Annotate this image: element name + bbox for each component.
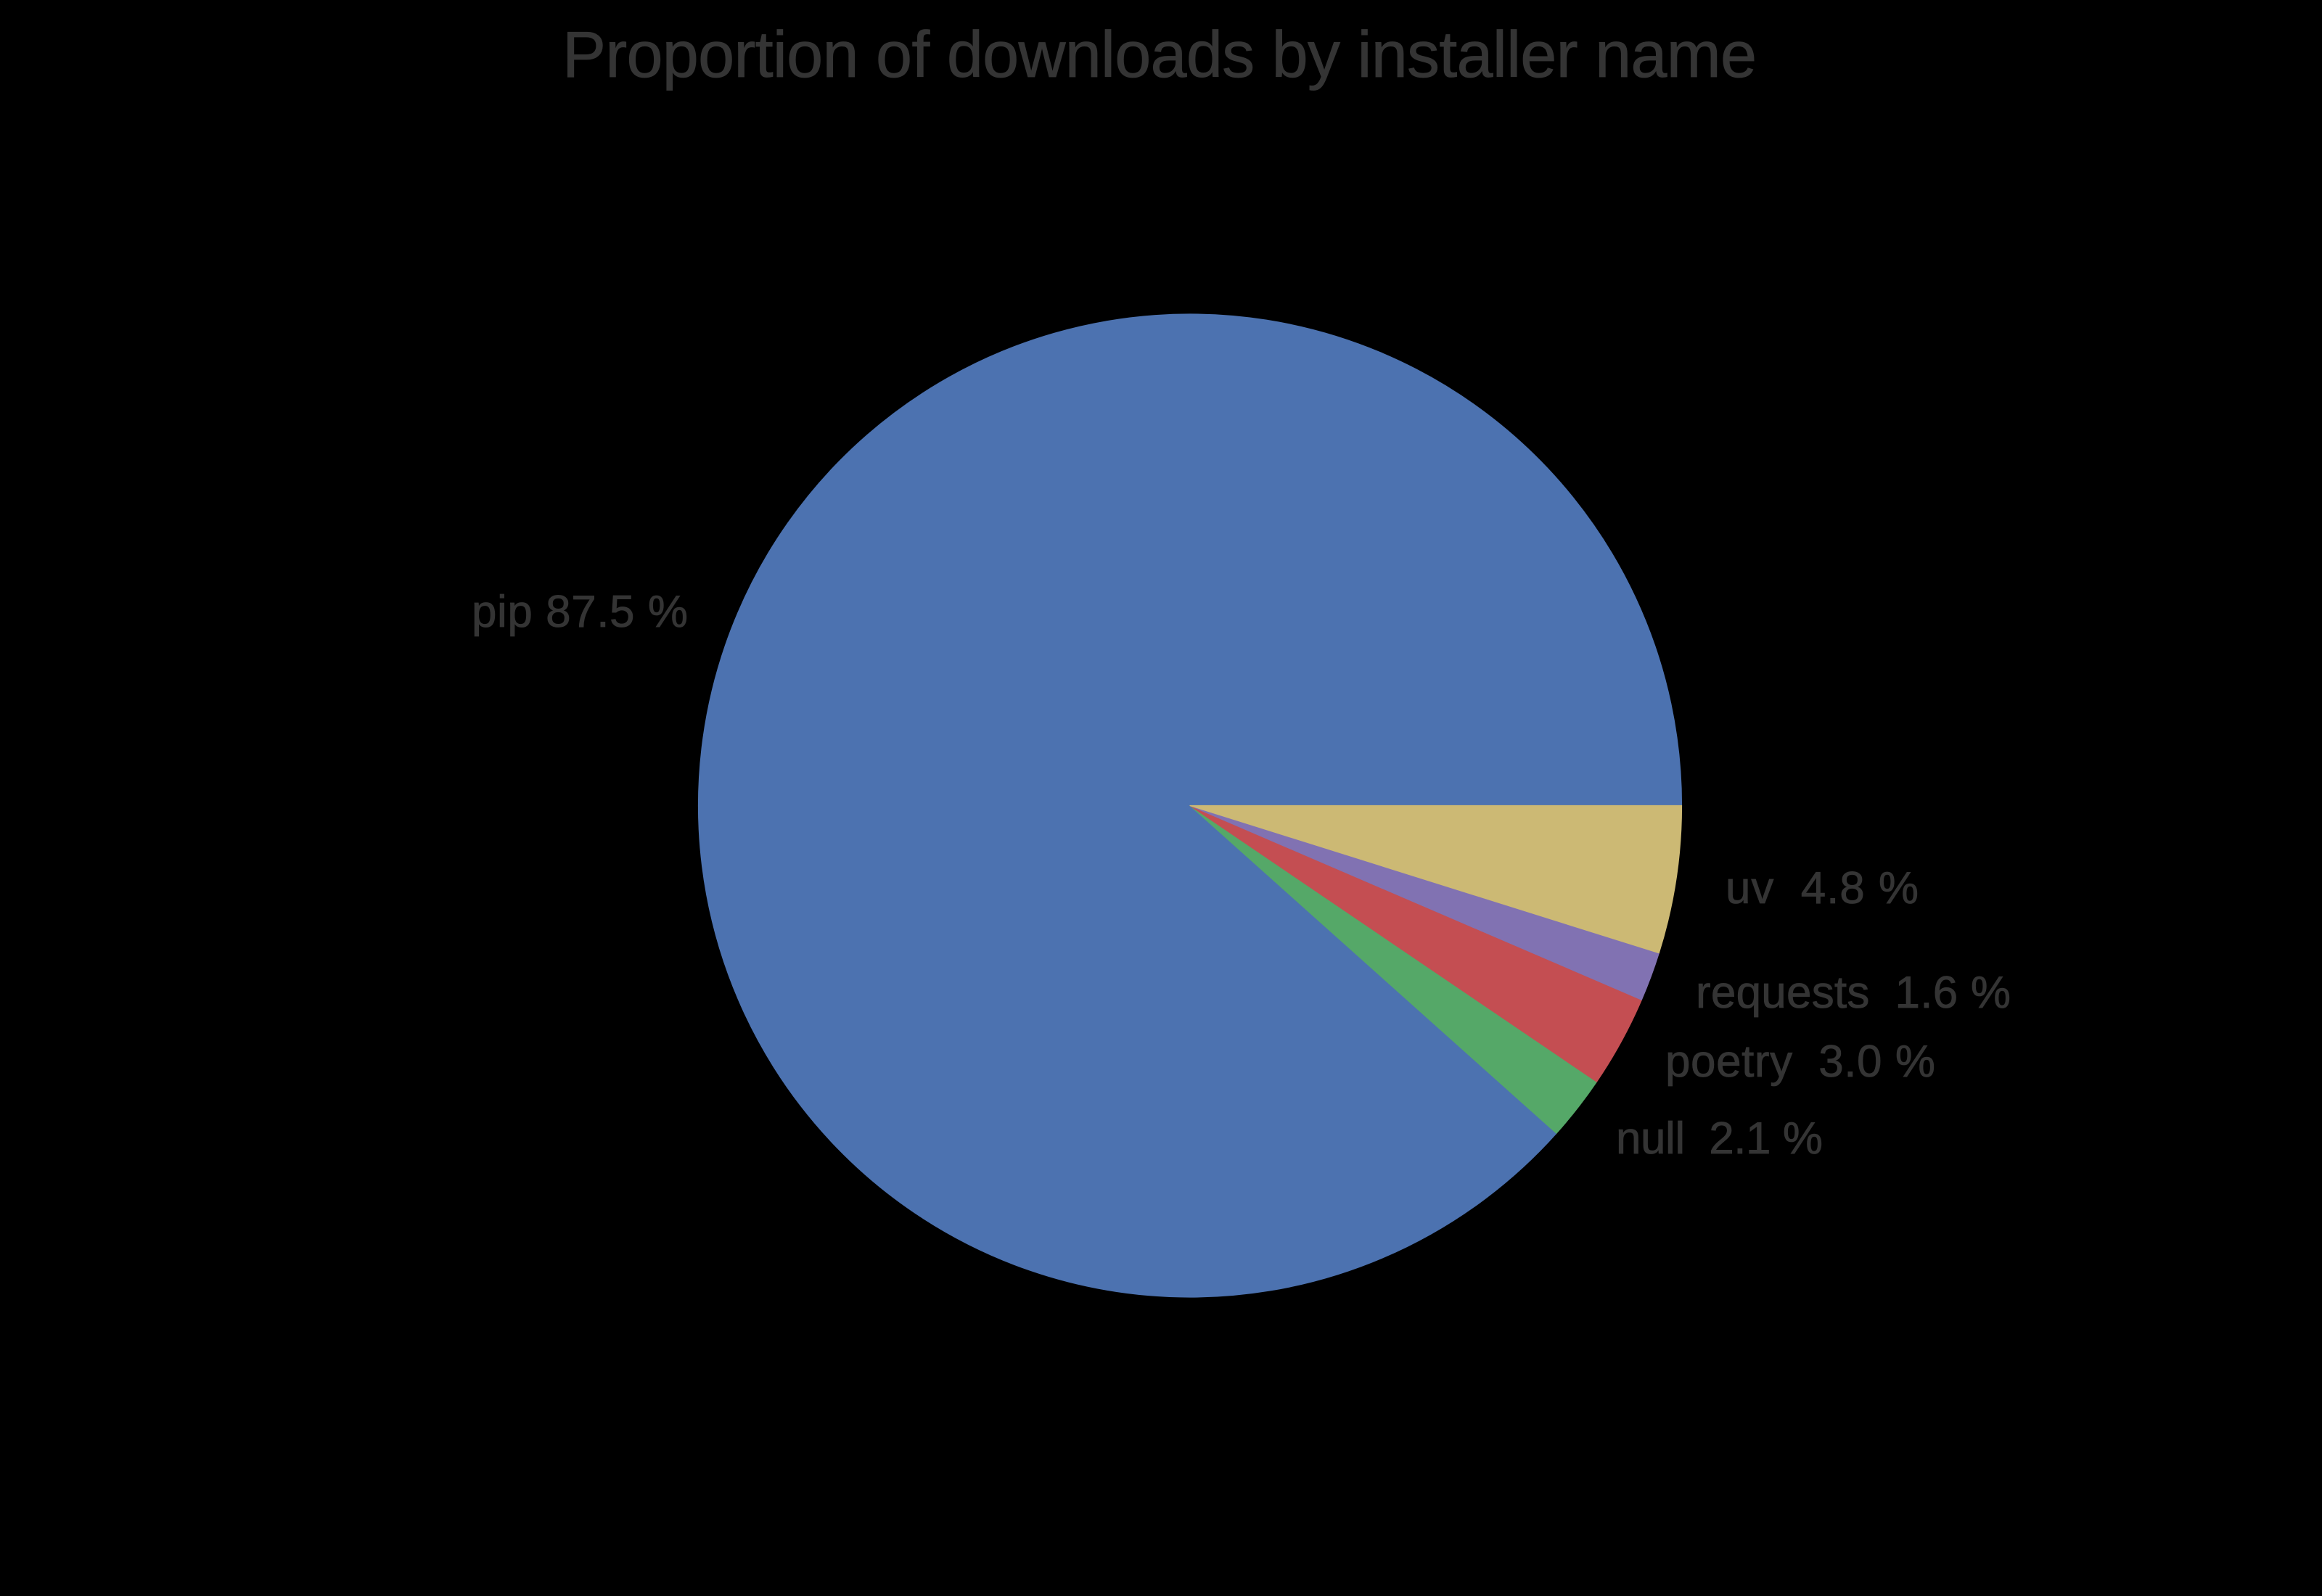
svg-text:null 2.1 %: null 2.1 % — [1616, 1114, 1823, 1164]
svg-text:poetry 3.0 %: poetry 3.0 % — [1665, 1037, 1935, 1087]
svg-text:requests 1.6 %: requests 1.6 % — [1696, 968, 2011, 1018]
svg-text:uv 4.8 %: uv 4.8 % — [1726, 863, 1919, 913]
svg-text:pip 87.5 %: pip 87.5 % — [472, 587, 688, 637]
svg-text:Proportion of downloads by ins: Proportion of downloads by installer nam… — [562, 19, 1757, 91]
